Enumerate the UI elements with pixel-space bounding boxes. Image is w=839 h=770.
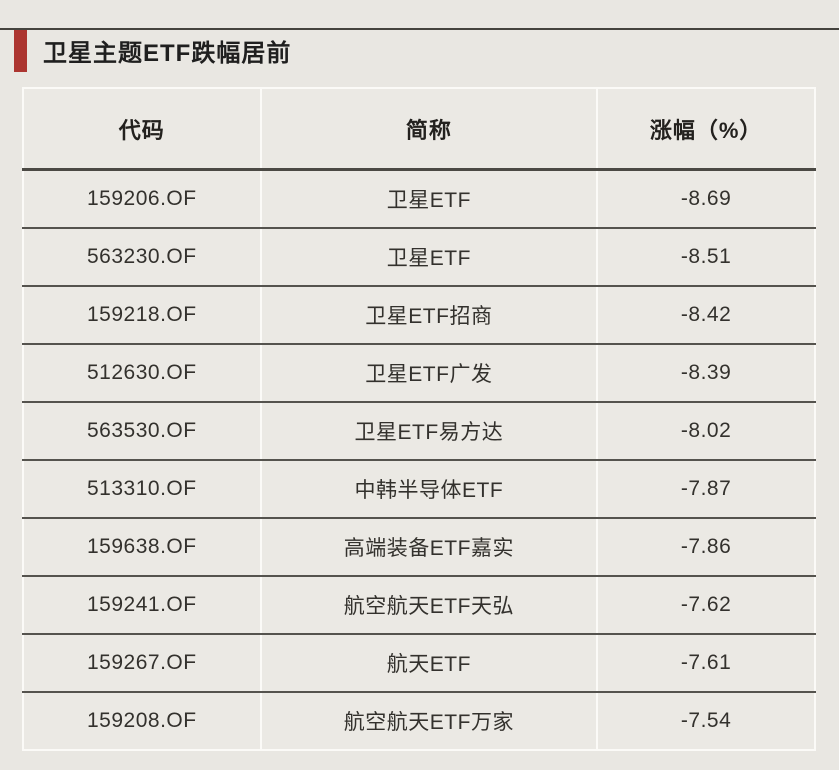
etf-decline-table: 代码 简称 涨幅（%） 159206.OF 卫星ETF -8.69 563230.OF… xyxy=(22,87,816,751)
cell-code: 159208.OF xyxy=(87,709,197,732)
table-row: 159241.OF 航空航天ETF天弘 -7.62 xyxy=(23,576,815,635)
cell-code: 513310.OF xyxy=(23,460,261,519)
cell-change: -7.61 xyxy=(596,634,815,693)
cell-change: -8.51 xyxy=(596,228,815,287)
cell-name: 卫星ETF易方达 xyxy=(259,402,598,461)
cell-name: 航空航天ETF万家 xyxy=(259,692,598,750)
cell-code: 563230.OF xyxy=(23,228,261,287)
page-title: 卫星主题ETF跌幅居前 xyxy=(43,39,292,67)
cell-name: 卫星ETF广发 xyxy=(259,344,598,403)
cell-name: 航空航天ETF天弘 xyxy=(259,576,598,635)
cell-code: 512630.OF xyxy=(23,344,261,403)
table-row: 512630.OF 卫星ETF广发 -8.39 xyxy=(23,344,815,403)
cell-code: 159241.OF xyxy=(23,576,261,635)
cell-code: 159267.OF xyxy=(23,634,261,693)
red-accent-bar xyxy=(14,28,27,72)
cell-code: 159638.OF xyxy=(23,518,261,577)
cell-change: -7.86 xyxy=(596,518,815,577)
table-row: 513310.OF 中韩半导体ETF -7.87 xyxy=(23,460,815,519)
top-divider-line xyxy=(0,28,839,30)
cell-code: 159206.OF xyxy=(23,169,261,229)
cell-code: 159218.OF xyxy=(23,286,261,345)
cell-change: -7.54 xyxy=(596,692,815,750)
section-header: 卫星主题ETF跌幅居前 xyxy=(14,28,839,72)
table-row: 563530.OF 卫星ETF易方达 -8.02 xyxy=(23,402,815,461)
cell-name: 卫星ETF xyxy=(259,169,598,229)
column-header-change: 涨幅（%） xyxy=(596,88,815,171)
table-body: 159206.OF 卫星ETF -8.69 563230.OF 卫星ETF -8.51 15… xyxy=(23,169,815,750)
cell-name: 航天ETF xyxy=(259,634,598,693)
table-row: 159638.OF 高端装备ETF嘉实 -7.86 xyxy=(23,518,815,577)
cell-change: -7.62 xyxy=(596,576,815,635)
cell-name: 中韩半导体ETF xyxy=(259,460,598,519)
table-row: 159206.OF 卫星ETF -8.69 xyxy=(23,169,815,229)
table-header-row: 代码 简称 涨幅（%） xyxy=(23,88,815,171)
cell-name: 高端装备ETF嘉实 xyxy=(259,518,598,577)
cell-change: -8.02 xyxy=(596,402,815,461)
table-row: 159218.OF 卫星ETF招商 -8.42 xyxy=(23,286,815,345)
table-row: 159267.OF 航天ETF -7.61 xyxy=(23,634,815,693)
cell-change: -8.39 xyxy=(596,344,815,403)
table-row: 159208.OF 航空航天ETF万家 -7.54 xyxy=(23,692,815,750)
cell-name: 卫星ETF xyxy=(259,228,598,287)
cell-code: 563530.OF xyxy=(23,402,261,461)
table-row: 563230.OF 卫星ETF -8.51 xyxy=(23,228,815,287)
cell-change: -8.42 xyxy=(596,286,815,345)
cell-name: 卫星ETF招商 xyxy=(259,286,598,345)
column-header-name: 简称 xyxy=(259,88,598,171)
cell-change: -7.87 xyxy=(596,460,815,519)
cell-change: -8.69 xyxy=(596,169,815,229)
column-header-code: 代码 xyxy=(23,88,261,171)
